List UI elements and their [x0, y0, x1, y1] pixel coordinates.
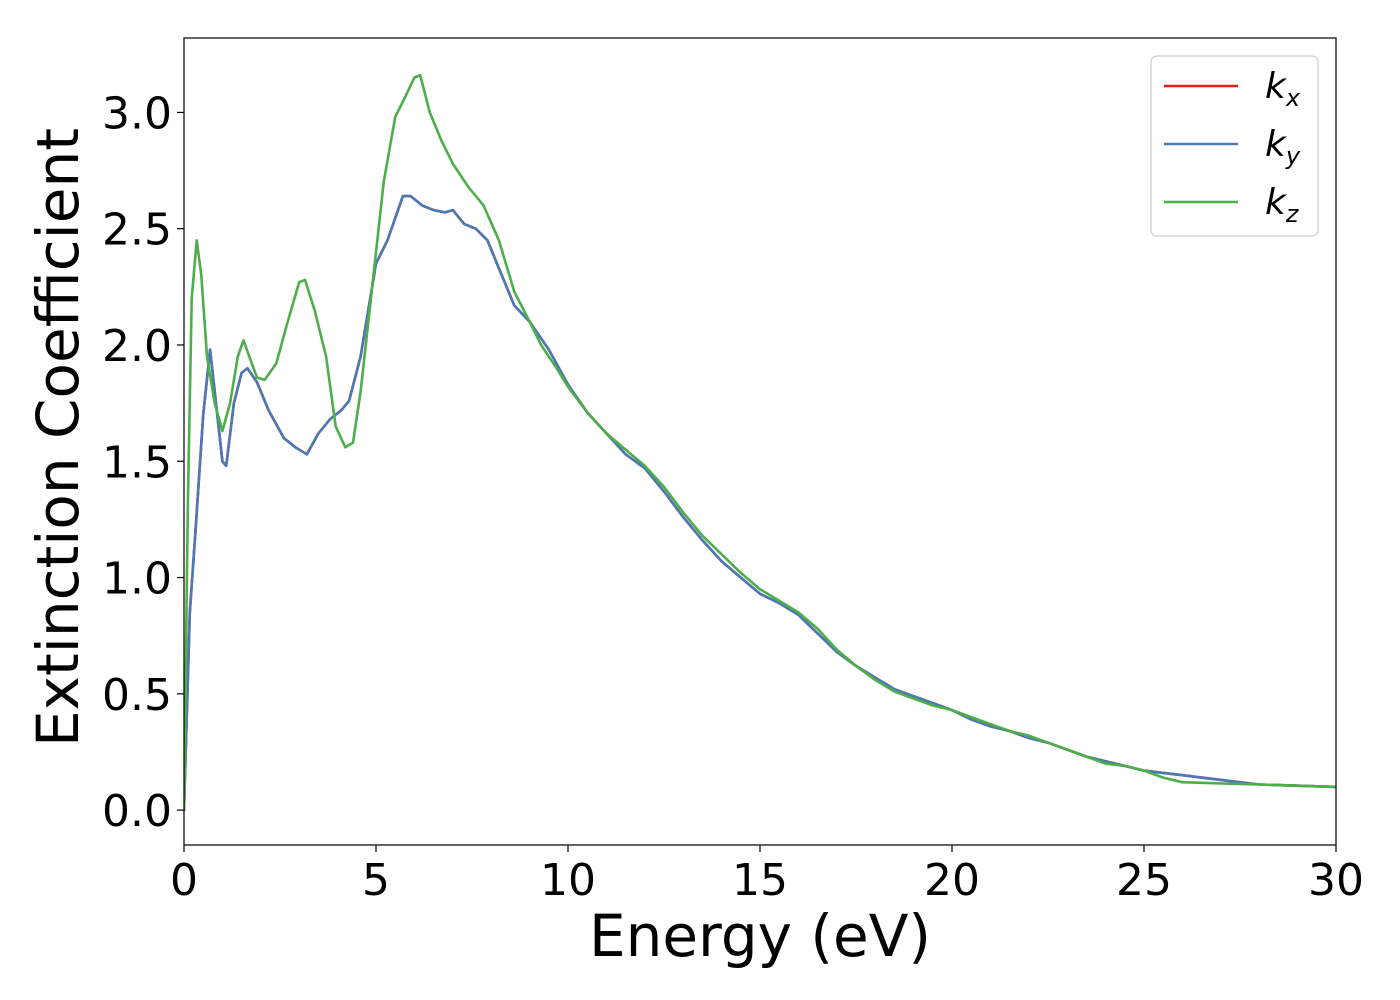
x-tick-label: 15	[732, 855, 788, 906]
y-tick-label: 1.0	[102, 554, 172, 605]
x-tick-label: 25	[1116, 855, 1172, 906]
y-tick-label: 2.0	[102, 321, 172, 372]
x-tick-label: 30	[1308, 855, 1364, 906]
x-tick-label: 20	[924, 855, 980, 906]
legend-label-y: ky	[1265, 124, 1301, 170]
legend-label-z: kz	[1265, 182, 1300, 228]
legend: kx ky kz	[1150, 55, 1319, 237]
y-axis: 0.0 0.5 1.0 1.5 2.0 2.5 3.0	[102, 88, 184, 837]
series-line-y	[184, 194, 1336, 812]
series-line-z	[184, 73, 1336, 812]
y-tick-label: 3.0	[102, 88, 172, 139]
x-tick-label: 5	[362, 855, 390, 906]
y-tick-label: 0.5	[102, 670, 172, 721]
x-tick-label: 0	[170, 855, 198, 906]
legend-box	[1150, 55, 1319, 237]
series-line-x	[184, 194, 1336, 812]
legend-label-x: kx	[1265, 66, 1301, 112]
y-axis-title: Extinction Coefficient	[24, 128, 92, 747]
x-axis: 0 5 10 15 20 25 30	[170, 845, 1364, 906]
x-tick-label: 10	[540, 855, 596, 906]
y-tick-label: 2.5	[102, 205, 172, 256]
y-tick-label: 0.0	[102, 786, 172, 837]
x-axis-title: Energy (eV)	[589, 902, 931, 970]
y-tick-label: 1.5	[102, 437, 172, 488]
series-layer	[184, 73, 1336, 812]
